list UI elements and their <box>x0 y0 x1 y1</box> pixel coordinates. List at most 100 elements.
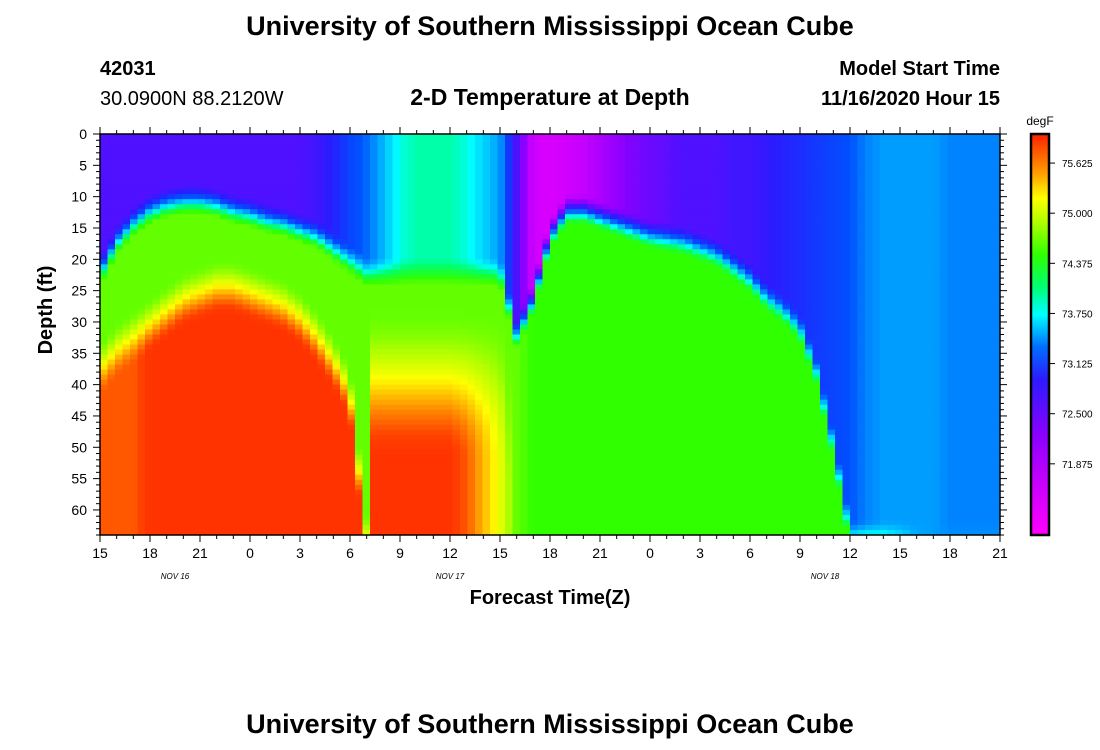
heatmap-cell <box>535 354 544 361</box>
heatmap-cell <box>445 499 454 506</box>
heatmap-cell <box>557 214 566 220</box>
heatmap-cell <box>557 294 566 301</box>
heatmap-cell <box>242 319 251 326</box>
heatmap-cell <box>512 389 521 396</box>
heatmap-cell <box>250 184 259 190</box>
heatmap-cell <box>505 484 514 491</box>
heatmap-cell <box>520 289 529 295</box>
heatmap-cell <box>115 189 124 195</box>
heatmap-cell <box>362 494 371 501</box>
heatmap-cell <box>317 264 326 270</box>
heatmap-cell <box>137 424 146 431</box>
heatmap-cell <box>505 449 514 456</box>
heatmap-cell <box>107 419 116 426</box>
heatmap-cell <box>452 514 461 521</box>
heatmap-cell <box>152 284 161 290</box>
heatmap-cell <box>212 309 221 316</box>
heatmap-cell <box>437 519 446 526</box>
heatmap-cell <box>302 284 311 290</box>
heatmap-cell <box>452 494 461 501</box>
heatmap-cell <box>422 354 431 361</box>
heatmap-cell <box>565 284 574 290</box>
heatmap-cell <box>130 189 139 195</box>
heatmap-cell <box>265 274 274 280</box>
heatmap-cell <box>437 354 446 361</box>
heatmap-cell <box>505 459 514 466</box>
heatmap-cell <box>235 199 244 205</box>
heatmap-cell <box>362 364 371 371</box>
heatmap-cell <box>257 334 266 341</box>
heatmap-cell <box>370 309 379 316</box>
heatmap-cell <box>197 259 206 265</box>
heatmap-cell <box>272 424 281 431</box>
heatmap-cell <box>107 274 116 280</box>
heatmap-cell <box>310 509 319 516</box>
heatmap-cell <box>542 134 551 140</box>
heatmap-cell <box>317 374 326 381</box>
heatmap-cell <box>235 334 244 341</box>
heatmap-cell <box>190 449 199 456</box>
heatmap-cell <box>362 384 371 391</box>
heatmap-cell <box>107 204 116 210</box>
heatmap-cell <box>520 509 529 516</box>
heatmap-cell <box>482 479 491 486</box>
heatmap-cell <box>182 269 191 275</box>
heatmap-cell <box>115 434 124 441</box>
heatmap-cell <box>512 429 521 436</box>
heatmap-cell <box>362 374 371 381</box>
heatmap-cell <box>377 439 386 446</box>
heatmap-cell <box>467 354 476 361</box>
heatmap-cell <box>115 239 124 245</box>
heatmap-cell <box>452 309 461 316</box>
heatmap-cell <box>340 134 349 140</box>
heatmap-cell <box>317 449 326 456</box>
heatmap-cell <box>460 359 469 366</box>
heatmap-cell <box>145 234 154 240</box>
heatmap-cell <box>392 144 401 150</box>
heatmap-cell <box>370 399 379 406</box>
heatmap-cell <box>302 239 311 245</box>
heatmap-cell <box>550 339 559 346</box>
heatmap-cell <box>415 524 424 531</box>
heatmap-cell <box>340 194 349 200</box>
heatmap-cell <box>137 194 146 200</box>
heatmap-cell <box>362 524 371 531</box>
heatmap-cell <box>467 434 476 441</box>
heatmap-cell <box>557 174 566 180</box>
heatmap-cell <box>565 234 574 240</box>
heatmap-cell <box>332 259 341 265</box>
heatmap-cell <box>280 164 289 170</box>
heatmap-cell <box>302 509 311 516</box>
heatmap-cell <box>317 299 326 306</box>
heatmap-cell <box>332 189 341 195</box>
heatmap-cell <box>475 509 484 516</box>
heatmap-cell <box>212 509 221 516</box>
heatmap-cell <box>445 384 454 391</box>
heatmap-cell <box>100 414 109 421</box>
heatmap-cell <box>122 389 131 396</box>
heatmap-cell <box>212 349 221 356</box>
heatmap-cell <box>122 204 131 210</box>
heatmap-cell <box>422 189 431 195</box>
heatmap-cell <box>482 244 491 250</box>
heatmap-cell <box>152 304 161 311</box>
heatmap-cell <box>505 299 514 306</box>
heatmap-cell <box>115 289 124 295</box>
heatmap-cell <box>175 339 184 346</box>
heatmap-cell <box>505 139 514 145</box>
heatmap-cell <box>182 309 191 316</box>
heatmap-cell <box>505 189 514 195</box>
heatmap-cell <box>220 434 229 441</box>
heatmap-cell <box>512 289 521 295</box>
heatmap-cell <box>310 469 319 476</box>
heatmap-cell <box>265 324 274 331</box>
heatmap-cell <box>310 409 319 416</box>
heatmap-cell <box>557 274 566 280</box>
heatmap-cell <box>392 274 401 280</box>
heatmap-cell <box>407 354 416 361</box>
heatmap-cell <box>362 344 371 351</box>
heatmap-cell <box>422 214 431 220</box>
heatmap-cell <box>280 204 289 210</box>
heatmap-cell <box>377 374 386 381</box>
heatmap-cell <box>520 219 529 225</box>
